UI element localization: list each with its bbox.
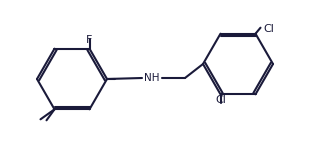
Text: Cl: Cl: [215, 95, 226, 105]
Text: Cl: Cl: [263, 24, 274, 34]
Text: NH: NH: [144, 73, 160, 83]
Text: F: F: [86, 35, 93, 45]
